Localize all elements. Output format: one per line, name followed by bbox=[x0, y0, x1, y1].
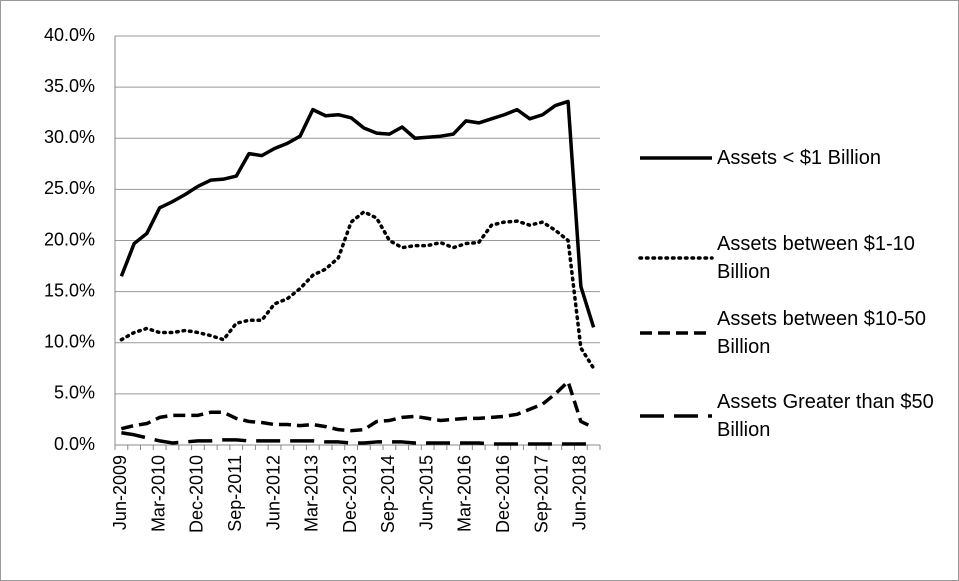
series-line bbox=[119, 99, 596, 328]
x-tick-label: Mar-2013 bbox=[302, 455, 322, 532]
x-tick-label: Dec-2010 bbox=[187, 455, 207, 533]
x-tick-label: Mar-2010 bbox=[148, 455, 168, 532]
x-tick-label: Sep-2017 bbox=[531, 455, 551, 533]
y-tick-label: 15.0% bbox=[44, 280, 95, 300]
y-tick-label: 30.0% bbox=[44, 127, 95, 147]
x-tick-label: Jun-2018 bbox=[570, 455, 590, 530]
y-tick-label: 25.0% bbox=[44, 178, 95, 198]
series-line bbox=[120, 379, 595, 433]
y-tick-label: 40.0% bbox=[44, 25, 95, 45]
y-tick-label: 20.0% bbox=[44, 229, 95, 249]
x-tick-label: Jun-2009 bbox=[110, 455, 130, 530]
y-tick-label: 35.0% bbox=[44, 76, 95, 96]
x-tick-label: Mar-2016 bbox=[455, 455, 475, 532]
series-line bbox=[121, 431, 594, 446]
legend-label: Assets between $1-10 Billion bbox=[717, 233, 915, 283]
legend-label: Assets between $10-50 Billion bbox=[717, 308, 927, 358]
series-line bbox=[119, 210, 596, 371]
x-tick-label: Jun-2012 bbox=[263, 455, 283, 530]
legend-label: Assets < $1 Billion bbox=[717, 147, 881, 169]
y-tick-label: 5.0% bbox=[54, 383, 95, 403]
y-tick-label: 10.0% bbox=[44, 332, 95, 352]
x-tick-label: Sep-2014 bbox=[378, 455, 398, 533]
legend-label: Assets Greater than $50 Billion bbox=[717, 391, 934, 441]
x-tick-label: Sep-2011 bbox=[225, 455, 245, 532]
x-tick-label: Dec-2016 bbox=[493, 455, 513, 533]
y-tick-label: 0.0% bbox=[54, 434, 95, 454]
x-tick-label: Dec-2013 bbox=[340, 455, 360, 533]
x-tick-label: Jun-2015 bbox=[416, 455, 436, 530]
